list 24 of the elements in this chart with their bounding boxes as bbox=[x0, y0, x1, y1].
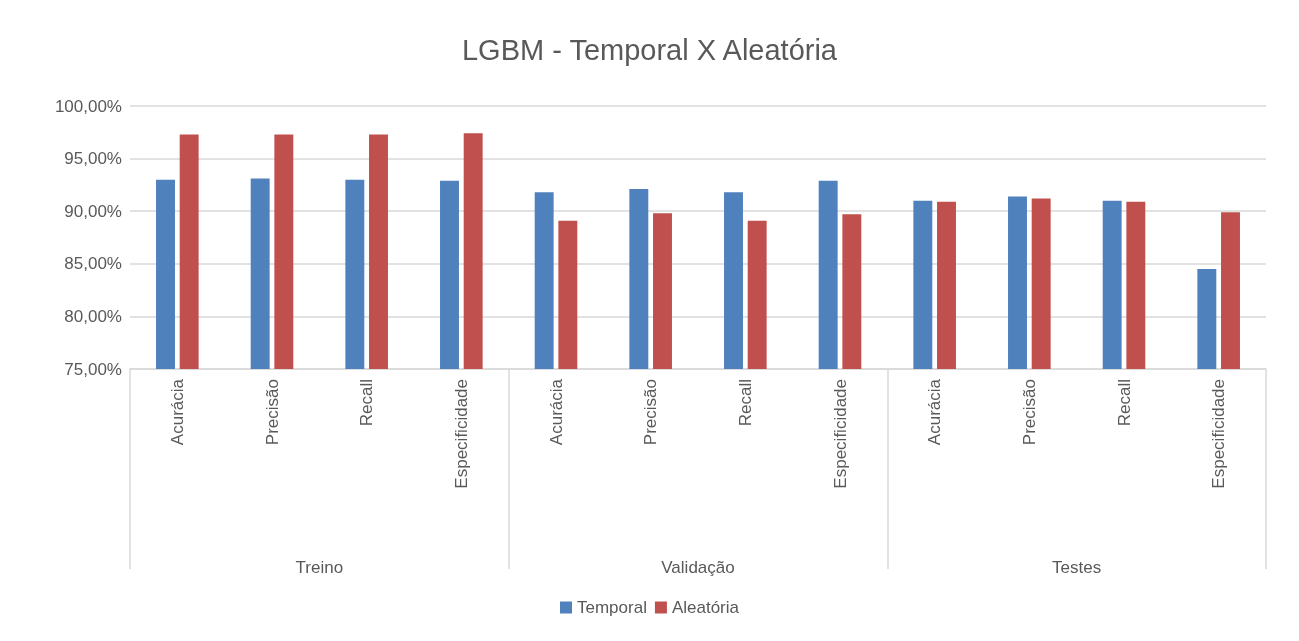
y-tick-label: 90,00% bbox=[64, 201, 122, 221]
x-tick-label: Recall bbox=[1114, 379, 1134, 427]
y-tick-label: 80,00% bbox=[64, 306, 122, 326]
legend-label: Aleatória bbox=[671, 598, 740, 617]
y-tick-label: 75,00% bbox=[64, 359, 122, 379]
x-tick-label: Precisão bbox=[262, 379, 282, 446]
x-tick-label: Recall bbox=[357, 379, 377, 427]
y-tick-label: 85,00% bbox=[64, 254, 122, 274]
x-tick-label: Especificidade bbox=[830, 379, 850, 489]
x-tick-label: Acurácia bbox=[546, 378, 566, 446]
text: Validação bbox=[661, 558, 735, 577]
x-tick-label: Acurácia bbox=[925, 378, 945, 446]
y-tick-label: 100,00% bbox=[54, 96, 122, 116]
y-tick-label: 95,00% bbox=[64, 149, 122, 169]
x-tick-label: Precisão bbox=[1019, 379, 1039, 446]
chart-title: LGBM - Temporal X Aleatória bbox=[461, 33, 838, 66]
x-tick-label: Especificidade bbox=[1209, 379, 1229, 489]
x-tick-label: Acurácia bbox=[167, 378, 187, 446]
text: Testes bbox=[1052, 558, 1102, 577]
x-tick-label: Precisão bbox=[641, 379, 661, 446]
x-tick-label: Especificidade bbox=[451, 379, 471, 489]
legend-label: Temporal bbox=[576, 598, 647, 617]
x-tick-label: Recall bbox=[735, 379, 755, 427]
text: Treino bbox=[295, 558, 344, 577]
